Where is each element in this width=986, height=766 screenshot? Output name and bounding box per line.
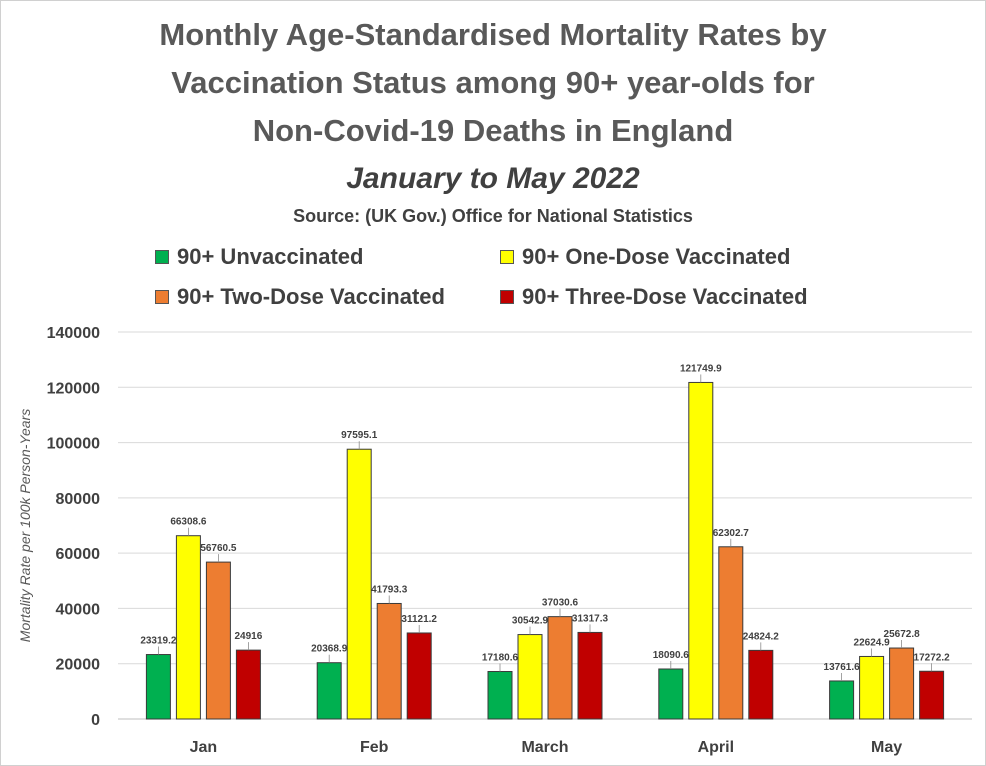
- bar: [346, 448, 372, 720]
- y-tick-label: 20000: [56, 657, 101, 674]
- x-tick-label: Jan: [190, 739, 218, 756]
- bar: [688, 381, 714, 720]
- bar: [145, 654, 171, 720]
- y-tick-label: 140000: [47, 325, 100, 342]
- data-label: 41793.3: [371, 584, 408, 595]
- x-tick-label: April: [698, 739, 734, 756]
- y-tick-label: 100000: [47, 436, 100, 453]
- y-tick-label: 60000: [56, 546, 101, 563]
- data-label: 37030.6: [542, 598, 579, 609]
- y-axis-label: Mortality Rate per 100k Person-Years: [17, 409, 33, 642]
- data-label: 62302.7: [713, 528, 750, 539]
- chart-source: Source: (UK Gov.) Office for National St…: [293, 206, 693, 226]
- legend-label-unvaccinated: 90+ Unvaccinated: [177, 244, 364, 269]
- legend-item-two-dose: 90+ Two-Dose Vaccinated: [155, 284, 445, 310]
- bar: [235, 649, 261, 720]
- bar: [376, 602, 402, 720]
- legend-item-three-dose: 90+ Three-Dose Vaccinated: [500, 284, 808, 310]
- y-tick-label: 40000: [56, 601, 101, 618]
- data-label: 25672.8: [884, 629, 921, 640]
- data-label: 13761.6: [824, 662, 861, 673]
- data-label: 31121.2: [401, 614, 437, 625]
- data-label: 22624.9: [854, 637, 891, 648]
- bar: [316, 662, 342, 720]
- legend-swatch-one-dose: [500, 250, 514, 264]
- legend-swatch-two-dose: [155, 290, 169, 304]
- bar: [547, 616, 573, 720]
- data-label: 23319.2: [140, 636, 177, 647]
- data-label: 17272.2: [914, 652, 951, 663]
- chart-title-line-1: Monthly Age-Standardised Mortality Rates…: [159, 17, 827, 52]
- data-label: 97595.1: [341, 430, 378, 441]
- legend-item-one-dose: 90+ One-Dose Vaccinated: [500, 244, 790, 270]
- y-tick-label: 0: [91, 712, 100, 729]
- bar: [859, 655, 885, 720]
- data-label: 18090.6: [653, 650, 690, 661]
- x-tick-label: Feb: [360, 739, 389, 756]
- data-label: 24824.2: [743, 631, 780, 642]
- bar: [175, 535, 201, 720]
- data-label: 24916: [234, 631, 262, 642]
- x-tick-label: May: [871, 739, 902, 756]
- bar: [517, 634, 543, 720]
- bar: [658, 668, 684, 720]
- data-label: 66308.6: [170, 517, 207, 528]
- legend-item-unvaccinated: 90+ Unvaccinated: [155, 244, 363, 270]
- data-label: 121749.9: [680, 363, 722, 374]
- bar: [577, 631, 603, 720]
- bar: [205, 561, 231, 720]
- bar: [919, 670, 945, 720]
- data-label: 30542.9: [512, 616, 549, 627]
- chart-subtitle: January to May 2022: [346, 162, 640, 195]
- bar: [748, 649, 774, 720]
- bar: [487, 671, 513, 720]
- legend-label-two-dose: 90+ Two-Dose Vaccinated: [177, 284, 445, 309]
- legend-label-one-dose: 90+ One-Dose Vaccinated: [522, 244, 791, 269]
- y-tick-label: 120000: [47, 380, 100, 397]
- bar: [718, 546, 744, 720]
- data-label: 56760.5: [200, 543, 237, 554]
- legend-label-three-dose: 90+ Three-Dose Vaccinated: [522, 284, 808, 309]
- legend-swatch-unvaccinated: [155, 250, 169, 264]
- data-label: 17180.6: [482, 653, 519, 664]
- chart-title-line-3: Non-Covid-19 Deaths in England: [252, 113, 734, 148]
- data-label: 31317.3: [572, 613, 609, 624]
- bar: [829, 680, 855, 720]
- legend-swatch-three-dose: [500, 290, 514, 304]
- bar: [889, 647, 915, 720]
- y-tick-label: 80000: [56, 491, 101, 508]
- data-label: 20368.9: [311, 644, 348, 655]
- bar: [406, 632, 432, 720]
- chart-title-line-2: Vaccination Status among 90+ year-olds f…: [171, 65, 815, 100]
- x-tick-label: March: [521, 739, 568, 756]
